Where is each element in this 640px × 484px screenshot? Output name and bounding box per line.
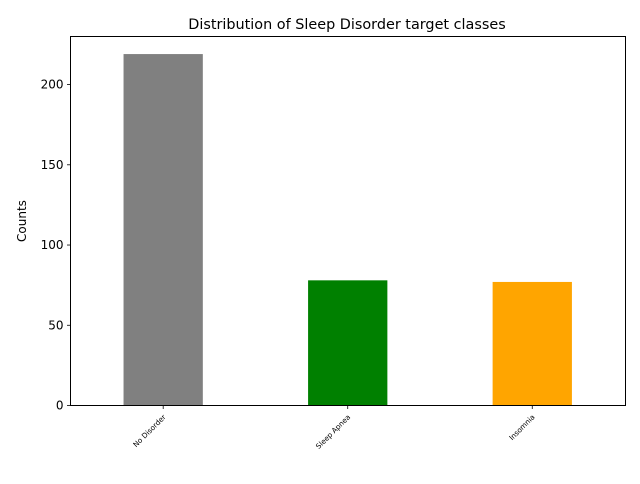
y-tick-label: 50 [48, 318, 63, 332]
bar-sleep-apnea [308, 280, 388, 406]
bars-group [123, 54, 572, 406]
y-tick-label: 200 [41, 78, 64, 92]
y-axis-ticks: 0 50 100 150 200 [41, 78, 71, 413]
y-tick-label: 150 [41, 158, 64, 172]
bar-no-disorder [123, 54, 203, 406]
chart-title: Distribution of Sleep Disorder target cl… [188, 17, 505, 33]
y-axis-label: Counts [15, 200, 29, 242]
bar-insomnia [492, 281, 572, 406]
plot-frame [70, 36, 626, 406]
y-tick-label: 100 [41, 238, 64, 252]
y-tick-label: 0 [56, 399, 64, 413]
